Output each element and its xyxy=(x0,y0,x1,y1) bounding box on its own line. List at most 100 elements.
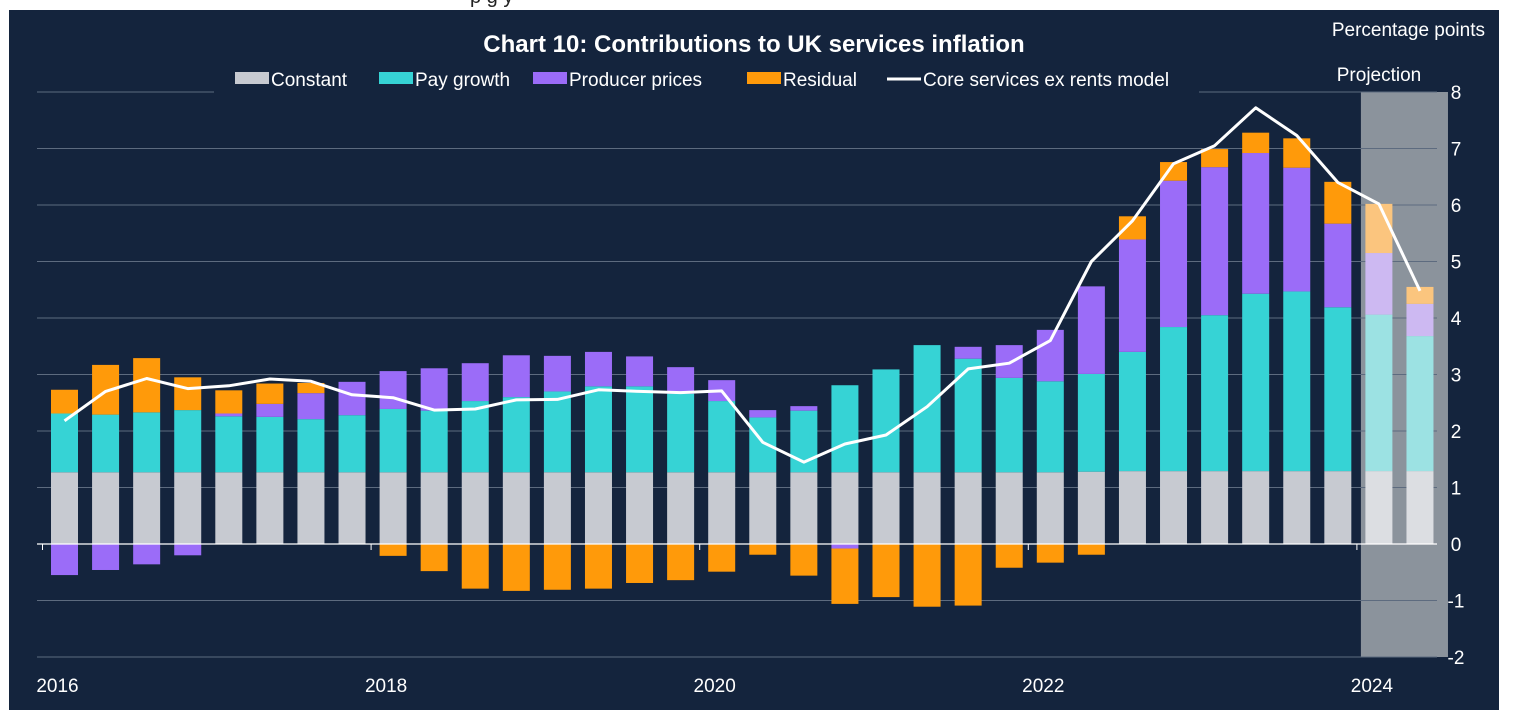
bar-producer-prices xyxy=(51,544,78,576)
bar-residual xyxy=(667,544,695,581)
bar-producer-prices xyxy=(626,356,654,387)
y-tick-label: -1 xyxy=(1448,592,1465,613)
bar-residual xyxy=(1365,203,1393,254)
bar-constant xyxy=(1324,471,1352,544)
bar-residual xyxy=(1242,132,1270,154)
bar-pay-growth xyxy=(1077,373,1105,472)
bar-producer-prices xyxy=(790,406,818,411)
bar-residual xyxy=(626,544,654,583)
y-tick-label: 7 xyxy=(1451,140,1462,161)
legend-item-pay-growth: Pay growth xyxy=(379,70,510,91)
bar-producer-prices xyxy=(297,393,325,420)
bar-residual xyxy=(749,544,777,555)
bar-constant xyxy=(708,472,736,544)
bar-producer-prices xyxy=(174,544,202,556)
y-tick-label: 6 xyxy=(1451,196,1462,217)
y-tick-label: 5 xyxy=(1451,253,1462,274)
line-series-core-services xyxy=(63,106,1422,464)
bar-pay-growth xyxy=(379,408,407,473)
legend-label-line: Core services ex rents model xyxy=(923,70,1169,91)
bar-residual xyxy=(1201,149,1229,168)
bar-producer-prices xyxy=(1160,180,1188,328)
bar-residual xyxy=(831,548,859,604)
bar-pay-growth xyxy=(1160,327,1188,472)
legend-label-residual: Residual xyxy=(783,70,857,91)
bar-pay-growth xyxy=(831,385,859,473)
bar-residual xyxy=(995,544,1023,568)
bar-producer-prices xyxy=(1242,153,1270,294)
legend-label-pay-growth: Pay growth xyxy=(415,70,510,91)
y-tick-label: 3 xyxy=(1451,366,1462,387)
bar-constant xyxy=(543,472,571,544)
y-tick-label: 0 xyxy=(1451,535,1462,556)
bar-constant xyxy=(51,472,78,544)
bar-residual xyxy=(708,544,736,572)
cropped-caption-fragment: p g y xyxy=(470,0,513,9)
bar-pay-growth xyxy=(667,393,695,473)
bar-producer-prices xyxy=(543,355,571,392)
bar-constant xyxy=(256,472,284,544)
bar-pay-growth xyxy=(1036,381,1064,473)
x-tick-label: 2018 xyxy=(365,676,407,697)
bar-constant xyxy=(790,472,818,544)
bar-pay-growth xyxy=(1201,315,1229,472)
legend-swatch-constant xyxy=(235,72,269,84)
bar-constant xyxy=(1283,471,1311,544)
bar-producer-prices xyxy=(1077,286,1105,374)
bar-residual xyxy=(256,383,284,404)
bar-producer-prices xyxy=(215,413,243,417)
bar-pay-growth xyxy=(174,410,202,473)
legend-swatch-residual xyxy=(747,72,781,84)
bar-constant xyxy=(1365,471,1393,544)
unit-label: Percentage points xyxy=(1332,20,1485,41)
bar-constant xyxy=(1077,471,1105,544)
bar-pay-growth xyxy=(708,401,736,473)
bar-constant xyxy=(995,472,1023,544)
projection-label: Projection xyxy=(1337,65,1422,86)
bar-residual xyxy=(1283,138,1311,168)
bar-producer-prices xyxy=(1201,167,1229,316)
bar-constant xyxy=(831,472,859,544)
bar-pay-growth xyxy=(995,377,1023,473)
bar-residual xyxy=(461,544,489,589)
bar-constant xyxy=(872,472,900,544)
bar-constant xyxy=(1036,472,1064,544)
bar-pay-growth xyxy=(338,415,366,473)
bar-residual xyxy=(420,544,448,572)
bar-residual xyxy=(584,544,612,589)
bar-residual xyxy=(502,544,530,591)
bar-constant xyxy=(420,472,448,544)
bar-pay-growth xyxy=(420,410,448,473)
legend-item-constant: Constant xyxy=(235,70,348,91)
bar-producer-prices xyxy=(1118,239,1146,352)
bar-constant xyxy=(1406,471,1434,544)
x-tick-label: 2022 xyxy=(1022,676,1064,697)
bar-pay-growth xyxy=(502,397,530,473)
legend-item-core-services-line: Core services ex rents model xyxy=(887,70,1169,91)
legend-label-constant: Constant xyxy=(271,70,348,91)
bar-pay-growth xyxy=(749,417,777,473)
bar-constant xyxy=(379,472,407,544)
bar-producer-prices xyxy=(749,410,777,418)
legend-item-residual: Residual xyxy=(747,70,857,91)
bar-producer-prices xyxy=(1406,303,1434,337)
bar-constant xyxy=(1118,471,1146,544)
legend-swatch-producer-prices xyxy=(533,72,567,84)
x-tick-labels: 2016 2018 2020 2022 2024 xyxy=(36,676,1393,697)
bar-pay-growth xyxy=(461,401,489,473)
x-tick-label: 2020 xyxy=(694,676,736,697)
bar-residual xyxy=(215,390,243,414)
bar-producer-prices xyxy=(1324,223,1352,308)
bar-residual xyxy=(543,544,571,590)
top-cropped-caption: p g y xyxy=(0,0,1515,10)
x-tick-label: 2024 xyxy=(1351,676,1394,697)
bar-producer-prices xyxy=(92,544,120,570)
bar-constant xyxy=(338,472,366,544)
y-tick-label: 4 xyxy=(1451,309,1462,330)
x-tick-label: 2016 xyxy=(36,676,78,697)
y-tick-label: 2 xyxy=(1451,422,1462,443)
bar-pay-growth xyxy=(626,386,654,473)
bar-pay-growth xyxy=(1324,307,1352,472)
bar-producer-prices xyxy=(379,371,407,409)
bar-producer-prices xyxy=(1365,253,1393,315)
